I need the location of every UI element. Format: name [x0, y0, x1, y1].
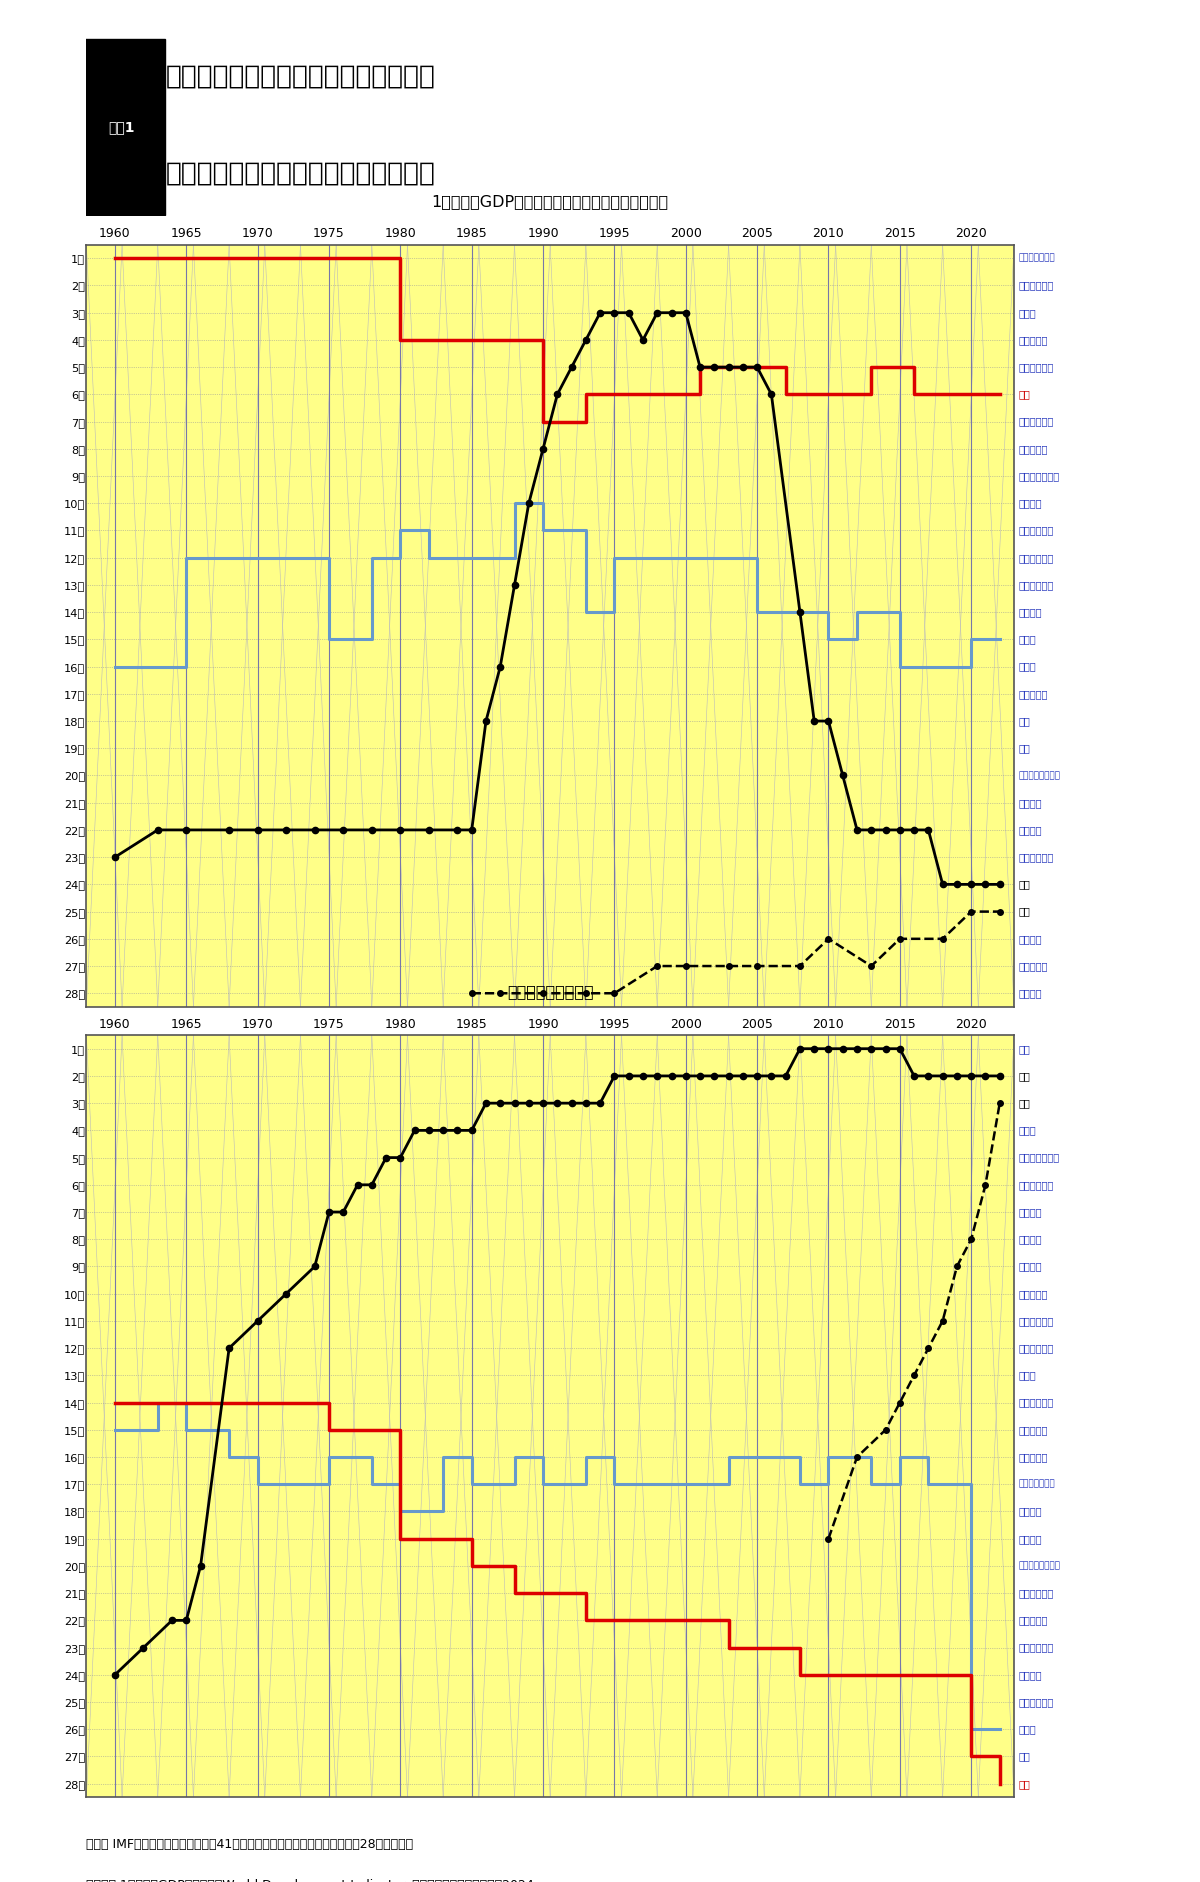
Text: ベルギー: ベルギー [1019, 608, 1043, 617]
Text: ルクセンブルク: ルクセンブルク [1019, 254, 1056, 263]
Text: イタリア: イタリア [1019, 824, 1043, 836]
Text: アイスランド: アイスランド [1019, 1344, 1054, 1353]
Text: カナダ: カナダ [1019, 634, 1037, 644]
Text: ルクセンブルク: ルクセンブルク [1019, 1479, 1056, 1489]
Text: スイス: スイス [1019, 309, 1037, 318]
Text: 韓国: 韓国 [1019, 907, 1031, 917]
Title: 1人当たりGDPランキング（為替レート・ベース）: 1人当たりGDPランキング（為替レート・ベース） [432, 194, 668, 209]
Text: オーストラリア: オーストラリア [1019, 1152, 1060, 1163]
Text: カナダ: カナダ [1019, 1370, 1037, 1380]
Text: アイルランド: アイルランド [1019, 280, 1054, 290]
Text: アイルランド: アイルランド [1019, 1398, 1054, 1408]
Text: ベルギー: ベルギー [1019, 1534, 1043, 1543]
Text: （注） IMFのデータベースの先進国41カ国のうちデータが揃わない国を除く28カ国が対象: （注） IMFのデータベースの先進国41カ国のうちデータが揃わない国を除く28カ… [86, 1839, 414, 1850]
Text: フィンランド: フィンランド [1019, 580, 1054, 589]
Text: ニュージーランド: ニュージーランド [1019, 1562, 1061, 1570]
Text: オランダ: オランダ [1019, 499, 1043, 508]
Text: ノルウェー: ノルウェー [1019, 1289, 1048, 1299]
Text: 香港: 香港 [1019, 1045, 1031, 1054]
Text: スペイン: スペイン [1019, 1235, 1043, 1244]
Text: ギリシャ: ギリシャ [1019, 1669, 1043, 1681]
Text: スイス: スイス [1019, 1125, 1037, 1135]
Text: イタリア: イタリア [1019, 1206, 1043, 1218]
Text: 韓国: 韓国 [1019, 1099, 1031, 1108]
Title: 平均寿命ランキング: 平均寿命ランキング [506, 984, 594, 999]
Text: デンマーク: デンマーク [1019, 1615, 1048, 1626]
Text: ナンバーワンから転落した日本経済、: ナンバーワンから転落した日本経済、 [166, 64, 436, 90]
Text: ポルトガル: ポルトガル [1019, 1453, 1048, 1462]
Text: プエルトリコ: プエルトリコ [1019, 853, 1054, 862]
Text: スペイン: スペイン [1019, 933, 1043, 943]
Text: デンマーク: デンマーク [1019, 444, 1048, 454]
Text: フィンランド: フィンランド [1019, 1643, 1054, 1652]
Text: オーストラリア: オーストラリア [1019, 470, 1060, 482]
Text: イスラエル: イスラエル [1019, 689, 1048, 698]
Text: 日本: 日本 [1019, 1071, 1031, 1080]
Text: イスラエル: イスラエル [1019, 1425, 1048, 1434]
Text: ニュージーランド: ニュージーランド [1019, 772, 1061, 779]
Text: フランス: フランス [1019, 1261, 1043, 1272]
Text: ギリシャ: ギリシャ [1019, 988, 1043, 997]
Text: オランダ: オランダ [1019, 1506, 1043, 1517]
Text: シンガポール: シンガポール [1019, 1180, 1054, 1189]
Text: 米国: 米国 [1019, 390, 1031, 399]
Text: シンガポール: シンガポール [1019, 361, 1054, 373]
Text: ドイツ: ドイツ [1019, 662, 1037, 672]
Text: （資料） 1人当たりGDPは世界銀行World Development Indicators、平均寿命は国連人口推計2024: （資料） 1人当たりGDPは世界銀行World Development Indi… [86, 1880, 534, 1882]
Text: ノルウェー: ノルウェー [1019, 335, 1048, 344]
Text: オーストリア: オーストリア [1019, 525, 1054, 536]
Text: スウェーデン: スウェーデン [1019, 553, 1054, 563]
Text: ナンバーワンを維持する日本人の健康: ナンバーワンを維持する日本人の健康 [166, 160, 436, 186]
Text: ドイツ: ドイツ [1019, 1724, 1037, 1733]
Text: 英国: 英国 [1019, 743, 1031, 753]
Text: フランス: フランス [1019, 798, 1043, 807]
Text: 香港: 香港 [1019, 715, 1031, 726]
Text: 図表1: 図表1 [108, 120, 134, 134]
FancyBboxPatch shape [77, 40, 166, 215]
Text: アイスランド: アイスランド [1019, 416, 1054, 427]
Text: 日本: 日本 [1019, 879, 1031, 890]
Text: オーストリア: オーストリア [1019, 1588, 1054, 1598]
Text: 米国: 米国 [1019, 1778, 1031, 1788]
Text: 英国: 英国 [1019, 1752, 1031, 1762]
Text: ポルトガル: ポルトガル [1019, 962, 1048, 971]
Text: スウェーデン: スウェーデン [1019, 1316, 1054, 1327]
Text: プエルトリコ: プエルトリコ [1019, 1698, 1054, 1707]
